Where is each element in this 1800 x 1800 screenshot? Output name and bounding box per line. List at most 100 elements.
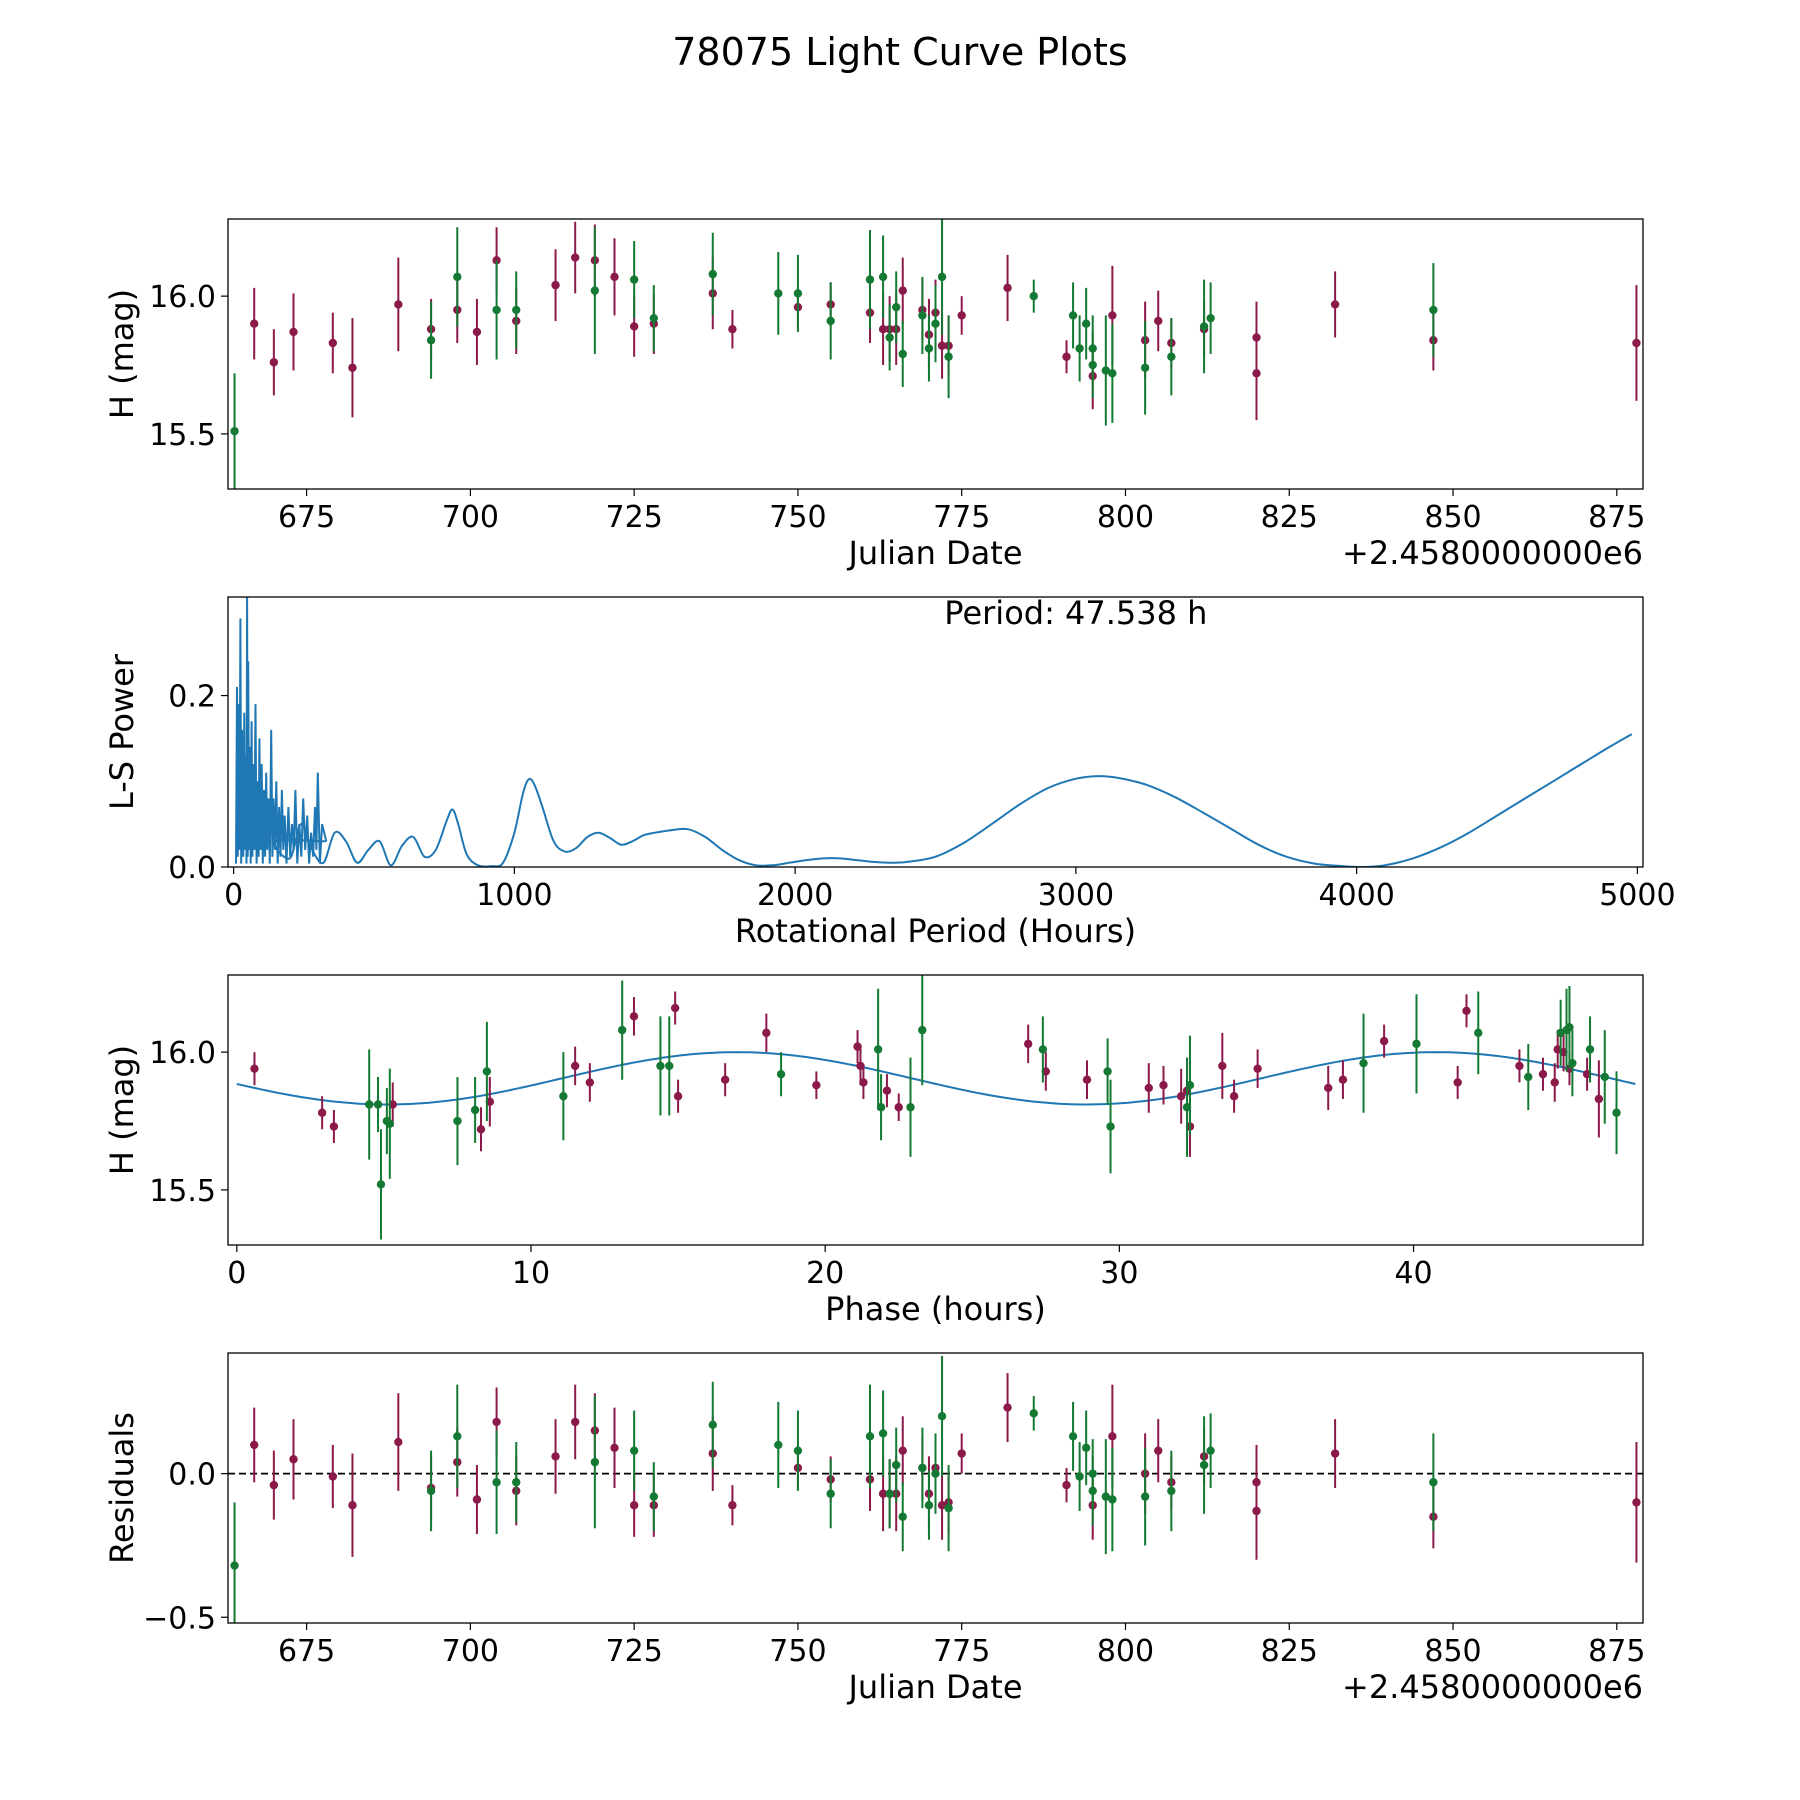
data-point-maroon <box>1252 1506 1261 1516</box>
axes-frame <box>227 218 1644 490</box>
data-point-maroon <box>1252 369 1261 378</box>
data-point-maroon <box>1338 1075 1348 1084</box>
data-point-green <box>1199 1460 1209 1470</box>
data-point-green <box>931 319 940 328</box>
data-point-maroon <box>1632 338 1641 348</box>
data-point-maroon <box>394 1437 403 1447</box>
data-point-maroon <box>878 1489 888 1498</box>
figure-title: 78075 Light Curve Plots <box>672 30 1127 74</box>
data-point-maroon <box>570 1061 580 1071</box>
data-point-maroon <box>1023 1039 1033 1049</box>
data-point-green <box>629 275 639 284</box>
data-point-green <box>1068 311 1078 320</box>
data-point-maroon <box>1218 1061 1227 1071</box>
data-point-green <box>512 305 521 315</box>
data-point-green <box>924 344 934 353</box>
data-point-green <box>617 1025 627 1035</box>
data-point-green <box>385 1119 394 1128</box>
data-point-green <box>1585 1045 1595 1054</box>
data-point-maroon <box>1062 352 1071 361</box>
data-layer <box>230 1355 1641 1623</box>
data-point-maroon <box>289 1455 298 1464</box>
data-point-green <box>1081 1443 1091 1452</box>
data-point-green <box>1108 1495 1117 1504</box>
period-annotation: Period: 47.538 h <box>944 594 1207 632</box>
data-point-maroon <box>629 322 639 331</box>
data-point-maroon <box>585 1078 595 1087</box>
data-point-green <box>1524 1072 1533 1082</box>
data-point-maroon <box>348 1501 357 1510</box>
data-point-green <box>1088 1469 1097 1478</box>
data-point-green <box>453 1432 462 1441</box>
x-tick-label: 725 <box>606 500 663 535</box>
data-point-green <box>1029 291 1038 301</box>
data-point-green <box>891 1460 901 1470</box>
data-point-green <box>1600 1072 1609 1082</box>
data-point-green <box>793 289 803 298</box>
data-point-maroon <box>957 1449 966 1458</box>
data-point-green <box>512 1478 521 1487</box>
data-point-green <box>492 1478 501 1487</box>
data-point-maroon <box>328 338 338 348</box>
data-point-maroon <box>673 1092 683 1101</box>
data-point-maroon <box>570 1417 580 1427</box>
data-layer <box>250 975 1621 1240</box>
data-point-green <box>918 1463 927 1473</box>
data-point-maroon <box>250 319 259 328</box>
x-axis-label: Julian Date <box>846 1668 1022 1706</box>
data-point-maroon <box>1324 1083 1333 1093</box>
data-point-maroon <box>937 341 947 350</box>
data-point-green <box>944 352 953 361</box>
data-point-green <box>453 272 462 282</box>
data-point-maroon <box>898 286 907 295</box>
x-tick-label: 750 <box>769 1634 826 1669</box>
x-tick-label: 750 <box>769 500 826 535</box>
data-point-green <box>898 1512 907 1521</box>
data-point-green <box>891 302 901 312</box>
data-point-green <box>1412 1039 1421 1049</box>
residuals-panel: 675 700 725 750 775 800 825 850 875 −0.5 0.0 Julian… <box>103 1352 1645 1706</box>
data-point-green <box>931 1469 940 1478</box>
data-point-maroon <box>329 1122 339 1131</box>
data-point-green <box>1075 1472 1084 1481</box>
data-point-maroon <box>1253 1064 1262 1073</box>
data-point-green <box>793 1446 803 1455</box>
y-tick-label: 15.5 <box>149 1174 216 1209</box>
data-point-green <box>590 286 600 295</box>
data-point-maroon <box>898 1446 907 1455</box>
data-point-green <box>1206 1446 1215 1455</box>
data-point-maroon <box>1176 1092 1186 1101</box>
data-point-green <box>924 1501 934 1510</box>
data-point-maroon <box>1108 311 1117 320</box>
data-point-maroon <box>1550 1078 1559 1087</box>
y-tick-label: 15.5 <box>149 418 216 453</box>
data-point-maroon <box>476 1125 486 1134</box>
data-point-green <box>885 333 894 342</box>
axes-frame <box>227 1352 1644 1624</box>
data-point-green <box>1206 313 1215 323</box>
data-point-green <box>774 289 783 298</box>
data-point-green <box>649 313 659 323</box>
periodogram-layer <box>235 597 1633 867</box>
data-point-green <box>1359 1058 1368 1068</box>
periodogram-panel: 0 1000 2000 3000 4000 5000 0.0 0.2 Rotational Pe… <box>103 594 1676 950</box>
x-tick-label: 700 <box>442 500 499 535</box>
data-point-maroon <box>1632 1498 1641 1507</box>
data-point-green <box>1429 1478 1438 1487</box>
data-point-green <box>878 1429 888 1438</box>
data-point-green <box>1068 1432 1078 1441</box>
y-tick-label: 0.0 <box>168 1458 216 1493</box>
y-axis-label: Residuals <box>103 1412 141 1564</box>
data-point-maroon <box>728 325 737 334</box>
x-tick-label: 0 <box>224 878 243 913</box>
x-tick-label: 675 <box>278 1634 335 1669</box>
data-point-green <box>492 305 501 315</box>
data-point-maroon <box>720 1075 730 1084</box>
data-point-maroon <box>1515 1061 1524 1071</box>
data-point-maroon <box>269 358 279 367</box>
data-point-green <box>482 1067 492 1076</box>
data-point-green <box>470 1105 480 1115</box>
data-point-maroon <box>629 1501 639 1510</box>
data-point-maroon <box>472 327 482 337</box>
